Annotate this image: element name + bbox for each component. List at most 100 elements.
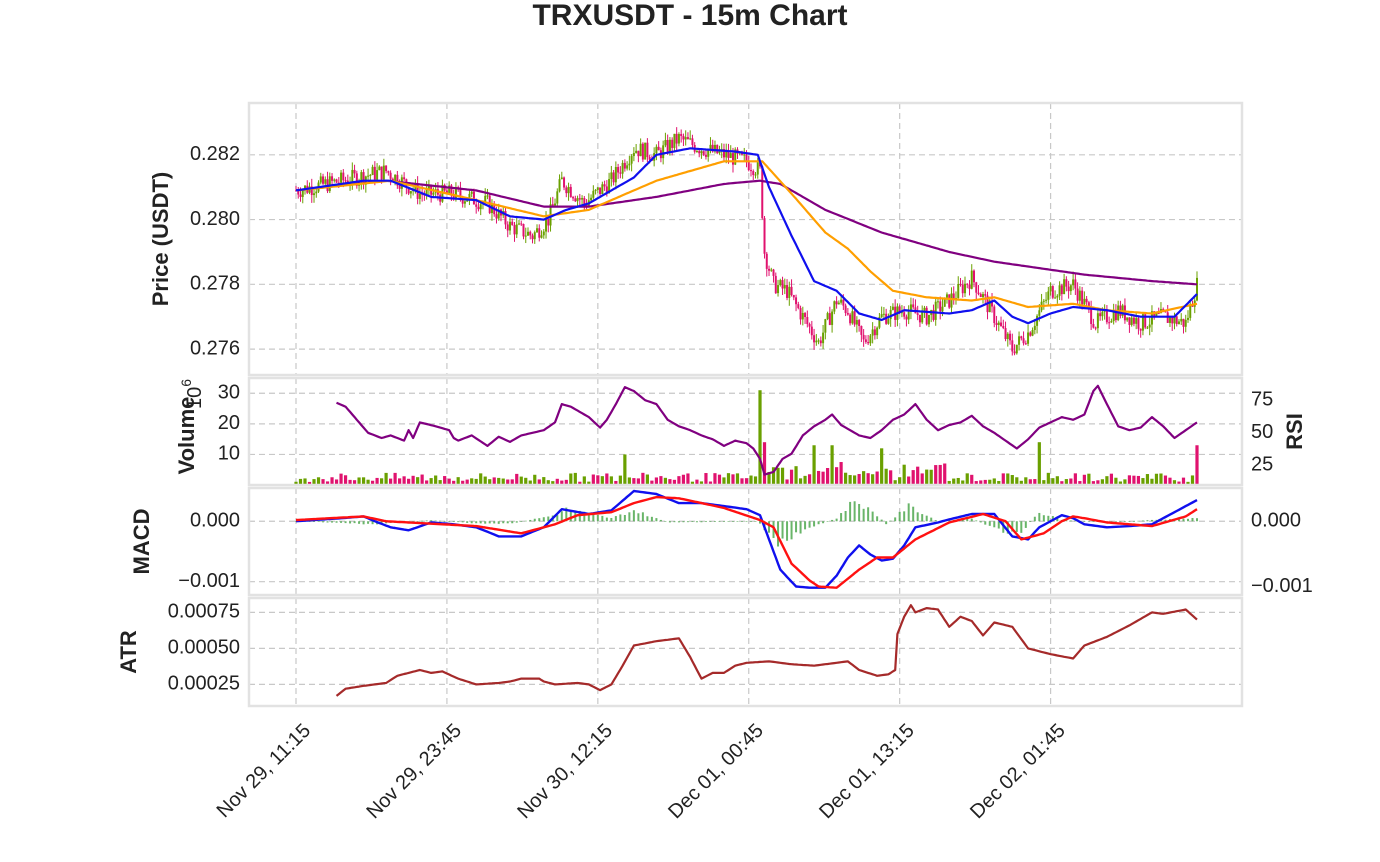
- macd-hist-bar: [1119, 521, 1122, 522]
- macd-hist-bar: [948, 520, 951, 522]
- volume-bar: [650, 480, 654, 485]
- macd-hist-bar: [317, 521, 320, 522]
- macd-hist-bar: [475, 521, 478, 524]
- volume-bar: [379, 478, 384, 485]
- price-panel-frame: [247, 101, 1244, 377]
- candle-body: [1182, 318, 1185, 327]
- candle-body: [1150, 311, 1153, 325]
- candle-body: [594, 189, 597, 191]
- macd-hist-bar: [704, 521, 707, 523]
- volume-bar: [956, 477, 960, 485]
- macd-hist-bar: [1065, 520, 1068, 522]
- macd-hist-bar: [970, 518, 973, 522]
- candle-body: [770, 269, 773, 271]
- candle-body: [810, 326, 813, 336]
- candle-body: [639, 143, 642, 157]
- candle-body: [898, 306, 901, 313]
- candle-body: [1011, 340, 1014, 352]
- candle-body: [713, 144, 716, 152]
- volume-bar: [555, 478, 559, 485]
- candle-body: [322, 176, 325, 184]
- volume-bar: [307, 481, 312, 485]
- volume-bar: [312, 479, 316, 485]
- macd-hist-bar: [646, 516, 649, 522]
- volume-bar: [884, 468, 888, 485]
- macd-hist-bar: [583, 511, 586, 522]
- candle-body: [941, 306, 944, 312]
- macd-hist-bar: [840, 513, 843, 522]
- candle-body: [511, 221, 514, 226]
- candle-body: [988, 300, 991, 313]
- macd-hist-bar: [727, 521, 730, 522]
- candle-body: [1013, 351, 1016, 354]
- macd-hist-bar: [984, 521, 987, 525]
- candle-body: [398, 185, 401, 189]
- candle-body: [837, 302, 840, 305]
- volume-bar: [361, 477, 366, 485]
- candle-body: [889, 309, 892, 320]
- macd-hist-bar: [538, 518, 541, 522]
- volume-bar: [591, 474, 595, 485]
- macd-hist-bar: [628, 512, 631, 522]
- candle-body: [959, 283, 962, 285]
- macd-hist-bar: [506, 521, 509, 524]
- volume-bar: [1078, 481, 1082, 485]
- macd-hist-bar: [484, 521, 487, 524]
- volume-bar: [844, 472, 848, 485]
- volume-bar: [1159, 473, 1163, 485]
- candle-body: [1072, 279, 1075, 286]
- volume-bar: [695, 479, 699, 485]
- candle-body: [1135, 318, 1138, 324]
- candle-body: [750, 170, 753, 172]
- candle-body: [826, 313, 829, 320]
- macd-hist-bar: [912, 506, 915, 522]
- macd-hist-bar: [844, 511, 847, 522]
- macd-hist-bar: [894, 517, 897, 522]
- candle-body: [344, 180, 347, 182]
- candle-body: [945, 294, 948, 298]
- candle-body: [804, 312, 807, 318]
- candle-body: [1090, 307, 1093, 325]
- candle-body: [718, 151, 721, 154]
- candle-body: [963, 283, 966, 294]
- candle-body: [1065, 279, 1068, 287]
- volume-bar: [524, 477, 528, 485]
- candle-body: [822, 332, 825, 344]
- volume-bar: [983, 479, 987, 485]
- macd-hist-bar: [736, 521, 739, 522]
- volume-bar: [1069, 478, 1073, 485]
- macd-hist-bar: [682, 521, 685, 523]
- volume-bar: [1186, 481, 1190, 485]
- candle-body: [1063, 279, 1066, 295]
- candle-body: [691, 138, 694, 145]
- volume-bar: [370, 480, 375, 485]
- candle-body: [328, 176, 331, 192]
- volume-bar: [596, 475, 600, 485]
- candle-body: [1144, 314, 1147, 328]
- candle-body: [1085, 298, 1088, 303]
- candle-body: [747, 161, 750, 171]
- candle-body: [849, 314, 852, 324]
- candle-body: [1189, 304, 1192, 318]
- macd-hist-bar: [488, 521, 491, 524]
- volume-bar: [1055, 476, 1059, 485]
- volume-bar: [1195, 445, 1199, 485]
- volume-bar: [542, 477, 546, 485]
- candle-body: [337, 182, 340, 184]
- volume-bar: [465, 479, 469, 485]
- atr-tick-label: 0.00025: [168, 673, 240, 695]
- volume-bar: [438, 480, 442, 485]
- candle-body: [599, 187, 602, 195]
- candle-body: [709, 144, 712, 151]
- macd-hist-bar: [835, 518, 838, 522]
- macd-hist-bar: [353, 521, 356, 524]
- candle-body: [538, 228, 541, 238]
- x-tick-label: Dec 02, 01:45: [966, 720, 1070, 824]
- volume-bar: [357, 477, 361, 485]
- candle-body: [1027, 332, 1030, 344]
- volume-bar: [961, 480, 965, 485]
- candle-body: [824, 319, 827, 333]
- candle-body: [833, 301, 836, 312]
- candle-body: [790, 286, 793, 296]
- candle-body: [982, 294, 985, 298]
